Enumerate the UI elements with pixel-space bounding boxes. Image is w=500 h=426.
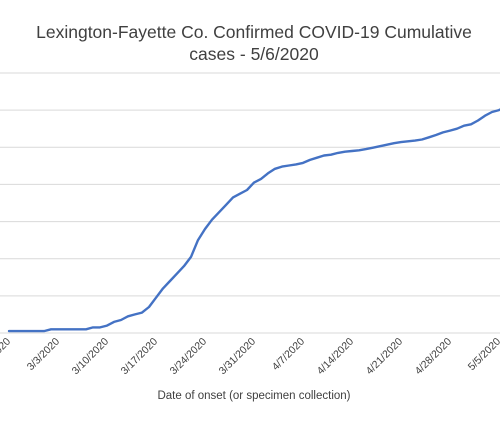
x-tick-labels: 2/25/2020 3/3/2020 3/10/2020 3/17/2020 3/24/… <box>0 336 500 378</box>
x-tick-label: 3/24/2020 <box>168 336 210 378</box>
x-tick-label: 3/17/2020 <box>119 336 161 378</box>
x-tick-label: 5/5/2020 <box>466 336 500 373</box>
x-tick-label: 3/3/2020 <box>25 336 62 373</box>
x-tick-label: 4/7/2020 <box>270 336 307 373</box>
chart-title-line-1: Lexington-Fayette Co. Confirmed COVID-19… <box>36 22 472 42</box>
x-axis-title: Date of onset (or specimen collection) <box>157 390 350 402</box>
x-tick-label: 3/31/2020 <box>217 336 259 378</box>
chart-title-line-2: cases - 5/6/2020 <box>189 44 319 64</box>
x-tick-label: 4/21/2020 <box>364 336 406 378</box>
x-tick-label: 3/10/2020 <box>70 336 112 378</box>
x-tick-label: 4/14/2020 <box>315 336 357 378</box>
x-tick-label: 4/28/2020 <box>413 336 455 378</box>
x-tick-label: 2/25/2020 <box>0 336 13 378</box>
gridlines <box>0 72 500 297</box>
series-line <box>7 108 500 333</box>
series-group <box>7 108 500 333</box>
